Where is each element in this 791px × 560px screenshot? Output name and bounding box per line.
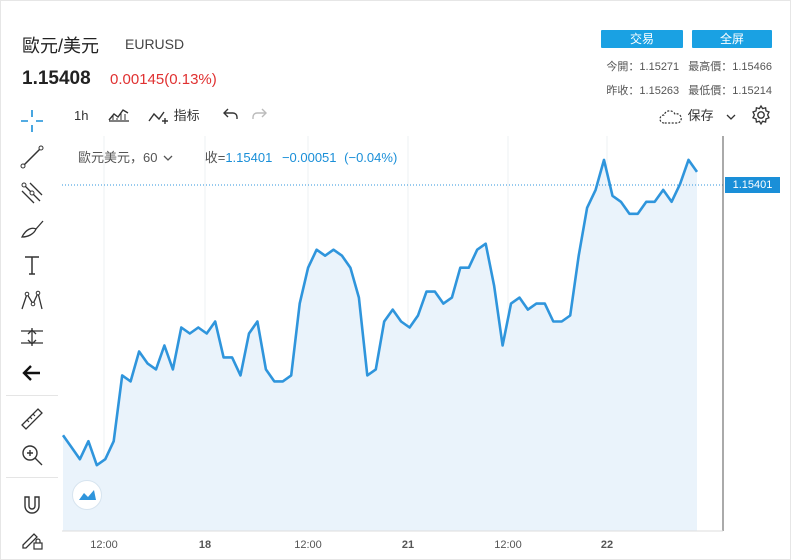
redo-icon[interactable]: [250, 106, 268, 128]
save-button[interactable]: 保存: [658, 105, 737, 127]
gear-icon[interactable]: [750, 104, 772, 126]
magnet-icon[interactable]: [18, 491, 46, 519]
legend-close-value: 1.15401: [225, 150, 273, 165]
fullscreen-button[interactable]: 全屏: [692, 30, 772, 48]
zoom-in-icon[interactable]: [18, 441, 46, 469]
logo-icon: [79, 490, 96, 500]
drawing-toolbar: [0, 105, 62, 560]
stats-row-1: 今開：1.15271 最高價：1.15466: [560, 58, 772, 74]
today-open-value: 1.15271: [639, 61, 680, 73]
legend-close-change: −0.00051: [281, 150, 337, 165]
x-tick-label: 21: [402, 539, 414, 551]
x-tick-label: 12:00: [294, 539, 322, 551]
legend-close-change-pct: (−0.04%): [344, 150, 398, 165]
undo-icon[interactable]: [222, 106, 240, 128]
measure-icon[interactable]: [18, 323, 46, 351]
prev-close-value: 1.15263: [639, 85, 680, 97]
low-value: 1.15214: [732, 85, 772, 97]
cloud-icon: [659, 109, 682, 124]
indicator-button[interactable]: 指标: [148, 105, 200, 127]
chevron-down-icon: [726, 114, 736, 120]
x-tick-label: 12:00: [494, 539, 522, 551]
pattern-icon[interactable]: [18, 287, 46, 315]
save-label: 保存: [687, 108, 714, 123]
last-price-tag: 1.15401: [725, 177, 780, 193]
ruler-icon[interactable]: [18, 405, 46, 433]
x-tick-label: 12:00: [90, 539, 118, 551]
arrow-left-icon[interactable]: [18, 359, 46, 387]
high-label: 最高價：: [688, 61, 733, 73]
symbol-name: 歐元/美元: [22, 36, 100, 56]
crosshair-icon[interactable]: [18, 107, 46, 135]
toolbar-divider: [6, 395, 58, 396]
logo-badge[interactable]: [72, 480, 102, 510]
current-price: 1.15408: [22, 68, 91, 89]
chart-type-icon[interactable]: [108, 106, 130, 128]
price-line: [61, 158, 699, 467]
legend-series: 歐元美元，60: [78, 150, 158, 165]
x-tick-label: 22: [601, 539, 613, 551]
stats-row-2: 昨收：1.15263 最低價：1.15214: [560, 82, 772, 98]
indicator-icon: [148, 111, 168, 124]
trade-button[interactable]: 交易: [601, 30, 683, 48]
toolbar-divider: [6, 477, 58, 478]
trend-line-icon[interactable]: [18, 143, 46, 171]
chart-legend: 歐元美元，60 收=1.15401 −0.00051 (−0.04%): [78, 147, 397, 166]
price-change: 0.00145(0.13%): [110, 71, 217, 88]
today-open-label: 今開：: [606, 61, 640, 73]
interval-selector[interactable]: 1h: [74, 108, 89, 123]
text-icon[interactable]: [18, 251, 46, 279]
legend-close-label: 收=: [204, 150, 226, 165]
prev-close-label: 昨收：: [606, 85, 640, 97]
lock-pen-icon[interactable]: [18, 525, 46, 553]
chevron-down-icon[interactable]: [163, 154, 173, 162]
symbol-code: EURUSD: [125, 36, 185, 52]
x-tick-label: 18: [199, 539, 211, 551]
brush-icon[interactable]: [18, 215, 46, 243]
time-axis: 12:00 18 12:00 21 12:00 22: [90, 539, 613, 551]
indicator-label: 指标: [173, 108, 200, 123]
high-value: 1.15466: [732, 61, 772, 73]
pitchfork-icon[interactable]: [18, 179, 46, 207]
low-label: 最低價：: [688, 85, 733, 97]
